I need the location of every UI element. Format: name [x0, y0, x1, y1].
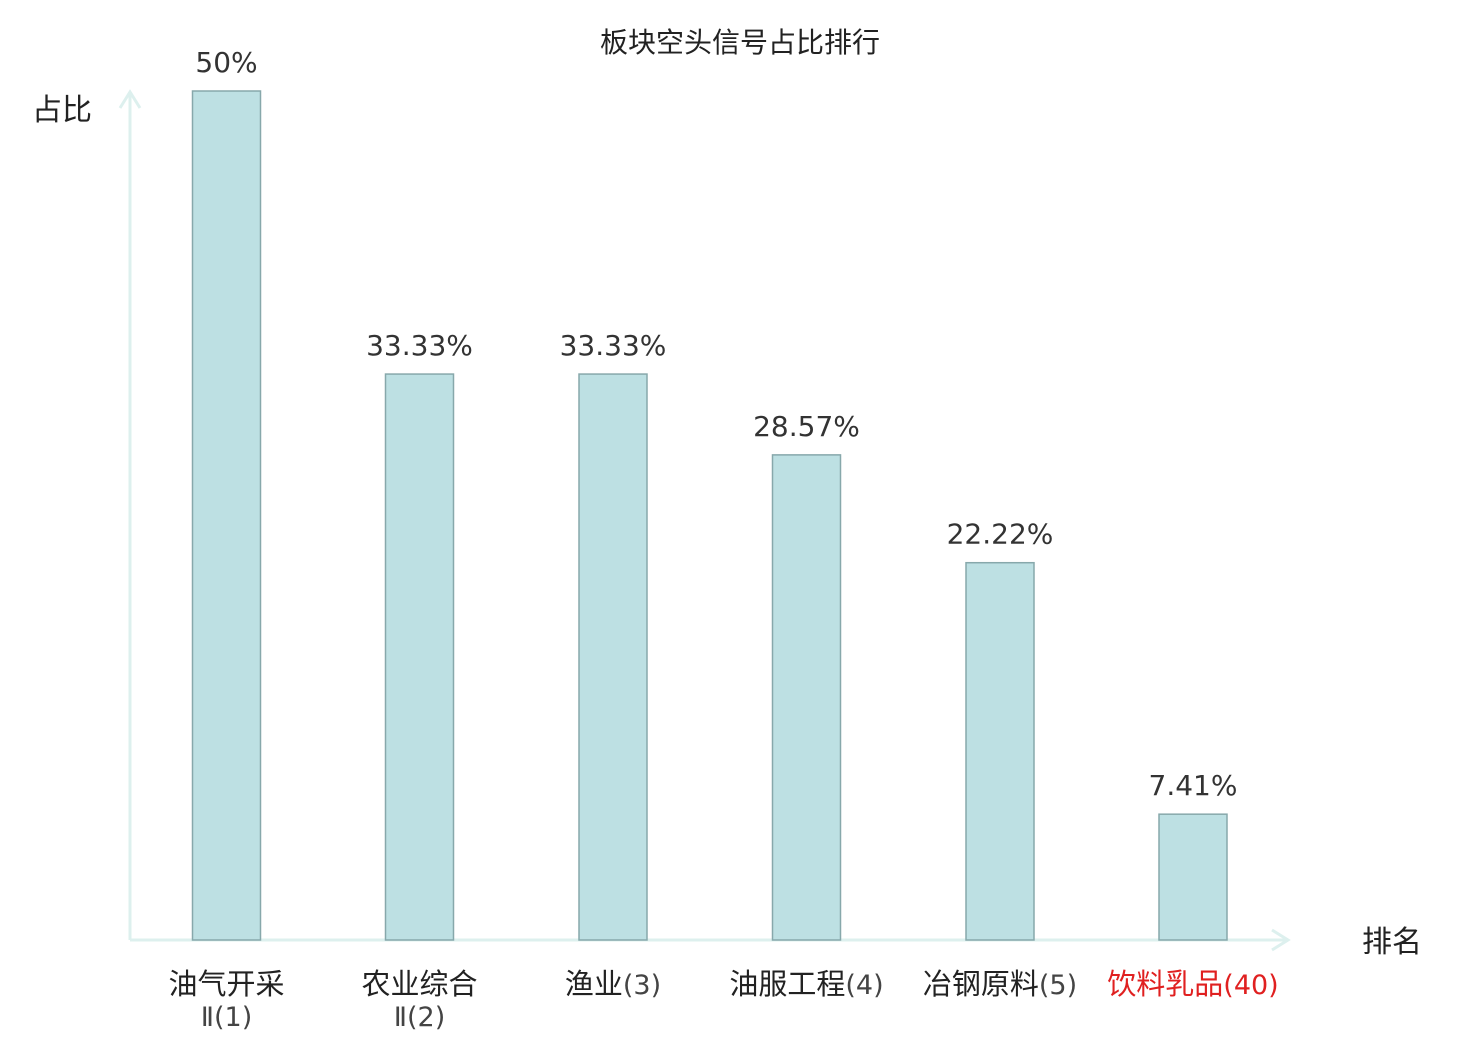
x-axis-label: 排名 — [1362, 925, 1422, 960]
value-label-4: 28.57% — [753, 410, 860, 443]
bar-2 — [384, 373, 455, 941]
value-label-5: 22.22% — [947, 518, 1054, 551]
bar-4 — [771, 454, 842, 941]
bar-5 — [965, 561, 1035, 941]
category-label-2: 农业综合 — [361, 967, 477, 1001]
value-labels-group: 50% 33.33% 33.33% 28.57% 22.22% 7.41% — [195, 46, 1237, 802]
category-label-4: 油服工程(4) — [729, 967, 883, 1001]
bar-6 — [1158, 813, 1228, 941]
category-rank-2: Ⅱ(2) — [394, 1002, 446, 1033]
bars-group — [191, 90, 1228, 941]
x-axis-arrow-icon — [1271, 928, 1291, 952]
value-label-3: 33.33% — [560, 329, 667, 362]
category-label-3: 渔业(3) — [565, 967, 661, 1001]
category-rank-3: (3) — [623, 970, 661, 1001]
axes — [118, 89, 1291, 952]
value-label-6: 7.41% — [1149, 769, 1238, 802]
category-rank-4: (4) — [845, 970, 883, 1001]
category-rank-1: Ⅱ(1) — [201, 1002, 253, 1033]
chart-title: 板块空头信号占比排行 — [600, 26, 880, 59]
category-label-1: 油气开采 — [168, 967, 284, 1001]
category-label-5: 冶钢原料(5) — [923, 967, 1077, 1001]
category-name-6: 饮料乳品 — [1107, 967, 1223, 1001]
category-name-5: 冶钢原料 — [923, 967, 1039, 1001]
category-rank-5: (5) — [1039, 970, 1077, 1001]
value-label-2: 33.33% — [366, 329, 473, 362]
category-rank-6: (40) — [1223, 970, 1278, 1001]
bar-1 — [191, 90, 262, 941]
bar-3 — [578, 373, 648, 941]
category-name-3: 渔业 — [565, 967, 623, 1001]
y-axis-arrow-icon — [118, 89, 142, 109]
y-axis-label: 占比 — [32, 93, 92, 128]
category-name-4: 油服工程 — [729, 967, 845, 1001]
category-label-6: 饮料乳品(40) — [1107, 967, 1278, 1001]
value-label-1: 50% — [195, 46, 257, 79]
